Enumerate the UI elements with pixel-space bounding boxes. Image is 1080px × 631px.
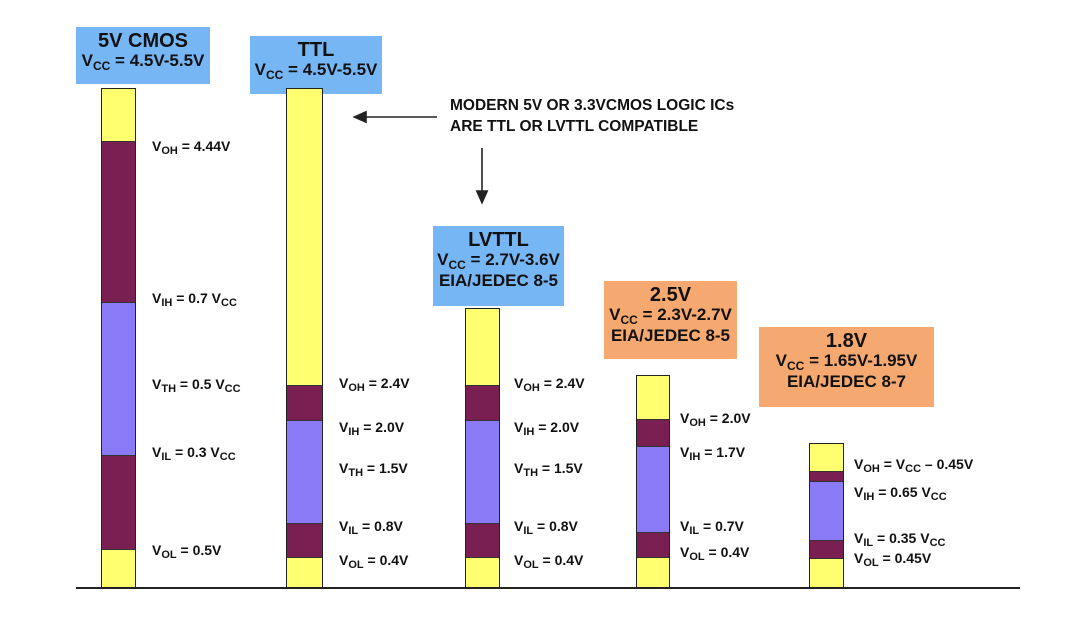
label-vol-1v8: VOL = 0.45V [854, 550, 932, 569]
label-voh-lvttl: VOH = 2.4V [514, 375, 585, 394]
std-1v8: EIA/JEDEC 8-7 [786, 371, 907, 391]
label-voh-5v-cmos: VOH = 4.44V [152, 138, 231, 157]
segment [287, 420, 322, 523]
label-voh-ttl: VOH = 2.4V [339, 375, 410, 394]
title-box-1v8: 1.8V VCC = 1.65V-1.95V EIA/JEDEC 8-7 [759, 327, 934, 407]
label-vth-ttl: VTH = 1.5V [339, 460, 408, 479]
title-box-lvttl: LVTTL VCC = 2.7V-3.6V EIA/JEDEC 8-5 [433, 226, 564, 306]
label-vil-2v5: VIL = 0.7V [680, 518, 744, 537]
label-vol-ttl: VOL = 0.4V [339, 552, 409, 571]
segment [637, 532, 669, 557]
label-vil-5v-cmos: VIL = 0.3 VCC [152, 444, 236, 463]
column-ttl [286, 88, 323, 588]
column-1v8 [809, 443, 844, 588]
segment [466, 557, 499, 587]
std-2v5: EIA/JEDEC 8-5 [610, 325, 731, 345]
segment [287, 89, 322, 385]
label-vih-2v5: VIH = 1.7V [680, 444, 746, 463]
segment [810, 558, 843, 587]
std-lvttl: EIA/JEDEC 8-5 [438, 270, 559, 290]
segment [810, 471, 843, 481]
segment [637, 376, 669, 419]
note-line-1: MODERN 5V OR 3.3VCMOS LOGIC ICs [450, 97, 735, 114]
column-5v-cmos [101, 88, 136, 588]
compatibility-note: MODERN 5V OR 3.3VCMOS LOGIC ICs ARE TTL … [450, 96, 734, 138]
segment [287, 523, 322, 557]
label-vih-5v-cmos: VIH = 0.7 VCC [152, 290, 237, 309]
title-box-2v5: 2.5V VCC = 2.3V-2.7V EIA/JEDEC 8-5 [604, 281, 737, 359]
label-vil-lvttl: VIL = 0.8V [514, 518, 578, 537]
label-vth-5v-cmos: VTH = 0.5 VCC [152, 376, 241, 395]
title-box-ttl: TTL VCC = 4.5V-5.5V [250, 36, 382, 94]
label-vol-2v5: VOL = 0.4V [680, 544, 750, 563]
column-2v5 [636, 375, 670, 588]
label-vol-5v-cmos: VOL = 0.5V [152, 542, 222, 561]
label-vih-lvttl: VIH = 2.0V [514, 419, 580, 438]
segment [466, 420, 499, 523]
title-box-5v-cmos: 5V CMOS VCC = 4.5V-5.5V [76, 27, 210, 84]
baseline [76, 587, 1020, 589]
segment [810, 540, 843, 558]
title-ttl: TTL [297, 39, 335, 61]
label-vil-ttl: VIL = 0.8V [339, 518, 403, 537]
label-voh-2v5: VOH = 2.0V [680, 410, 751, 429]
title-2v5: 2.5V [649, 284, 692, 306]
note-line-2: ARE TTL OR LVTTL COMPATIBLE [450, 117, 699, 135]
segment [466, 523, 499, 557]
segment [466, 309, 499, 385]
segment [287, 385, 322, 420]
label-voh-1v8: VOH = VCC – 0.45V [854, 456, 974, 475]
segment [637, 419, 669, 446]
segment [102, 89, 135, 141]
column-lvttl [465, 308, 500, 588]
label-vol-lvttl: VOL = 0.4V [514, 552, 584, 571]
segment [810, 481, 843, 540]
title-lvttl: LVTTL [468, 229, 529, 251]
title-1v8: 1.8V [825, 330, 868, 352]
segment [102, 455, 135, 549]
segment [810, 444, 843, 471]
label-vil-1v8: VIL = 0.35 VCC [854, 530, 946, 549]
label-vih-1v8: VIH = 0.65 VCC [854, 484, 947, 503]
segment [637, 446, 669, 532]
segment [466, 385, 499, 420]
segment [102, 302, 135, 455]
segment [102, 549, 135, 587]
label-vth-lvttl: VTH = 1.5V [514, 460, 583, 479]
segment [637, 557, 669, 587]
segment [287, 557, 322, 587]
label-vih-ttl: VIH = 2.0V [339, 419, 405, 438]
segment [102, 141, 135, 302]
title-5v-cmos: 5V CMOS [97, 30, 189, 52]
